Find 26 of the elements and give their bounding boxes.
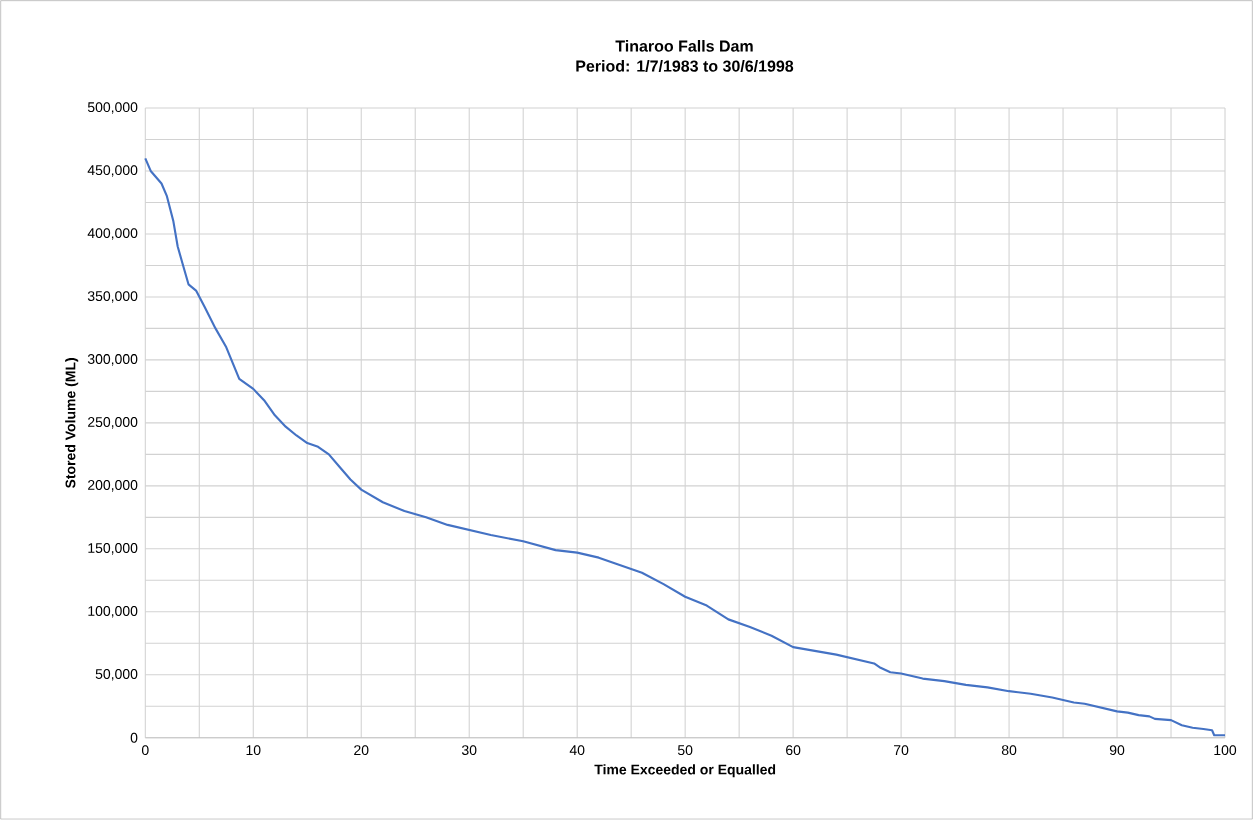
y-tick-label: 100,000 bbox=[88, 606, 138, 618]
x-tick-label: 100 bbox=[1214, 745, 1237, 756]
x-tick-label: 70 bbox=[894, 745, 909, 756]
x-tick-label: 10 bbox=[246, 745, 261, 756]
y-axis-title: Stored Volume (ML) bbox=[65, 358, 79, 489]
y-tick-label: 200,000 bbox=[88, 480, 138, 492]
y-tick-label: 450,000 bbox=[87, 165, 138, 177]
x-axis-title: Time Exceeded or Equalled bbox=[594, 764, 776, 778]
chart-subtitle: Period: 1/7/1983 to 30/6/1998 bbox=[576, 60, 794, 73]
y-tick-label: 0 bbox=[130, 732, 138, 743]
y-tick-label: 150,000 bbox=[88, 543, 138, 555]
x-tick-label: 30 bbox=[461, 745, 477, 756]
x-tick-label: 80 bbox=[1001, 745, 1017, 756]
x-tick-label: 40 bbox=[569, 745, 585, 756]
y-tick-label: 50,000 bbox=[95, 669, 138, 681]
y-tick-label: 500,000 bbox=[87, 102, 138, 114]
x-tick-label: 0 bbox=[141, 745, 149, 756]
y-tick-label: 400,000 bbox=[87, 228, 138, 240]
y-tick-label: 250,000 bbox=[88, 417, 138, 429]
x-tick-label: 60 bbox=[786, 745, 801, 756]
x-tick-label: 20 bbox=[354, 745, 369, 756]
y-tick-label: 350,000 bbox=[87, 291, 138, 303]
y-tick-label: 300,000 bbox=[87, 354, 138, 366]
x-tick-label: 90 bbox=[1109, 745, 1125, 756]
chart-title: Tinaroo Falls Dam bbox=[615, 40, 753, 52]
x-tick-label: 50 bbox=[677, 745, 693, 756]
